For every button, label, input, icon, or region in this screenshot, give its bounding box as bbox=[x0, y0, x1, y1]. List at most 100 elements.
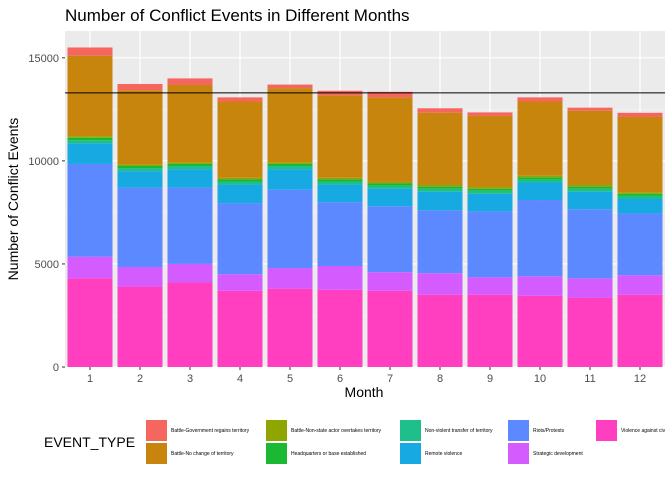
bar-segment bbox=[517, 295, 563, 367]
bar-segment bbox=[517, 179, 563, 183]
x-tick-label: 10 bbox=[534, 373, 546, 385]
y-tick-label: 0 bbox=[53, 362, 59, 374]
legend-swatch bbox=[508, 420, 529, 441]
legend-label: Battle-No change of territory bbox=[171, 451, 234, 457]
bar-segment bbox=[167, 282, 213, 367]
bar-segment bbox=[117, 168, 163, 172]
x-tick-label: 9 bbox=[487, 373, 493, 385]
bar-segment bbox=[467, 112, 513, 116]
x-tick-label: 3 bbox=[187, 373, 193, 385]
bar-segment bbox=[367, 272, 413, 291]
bar-segment bbox=[467, 187, 513, 189]
plot-panel bbox=[65, 31, 665, 367]
x-tick-label: 1 bbox=[87, 373, 93, 385]
x-tick-label: 5 bbox=[287, 373, 293, 385]
bar-segment bbox=[217, 101, 263, 178]
y-tick-label: 15000 bbox=[28, 53, 59, 65]
bar-segment bbox=[117, 164, 163, 167]
legend-swatch bbox=[400, 420, 421, 441]
legend-label: Remote violence bbox=[425, 451, 462, 457]
bar-segment bbox=[317, 202, 363, 266]
legend-label: Violence against civ bbox=[621, 428, 666, 434]
x-tick-label: 8 bbox=[437, 373, 443, 385]
bar-segment bbox=[117, 90, 163, 165]
bar-segment bbox=[317, 181, 363, 185]
bar-segment bbox=[567, 297, 613, 367]
bar-segment bbox=[617, 195, 663, 199]
legend-swatch bbox=[146, 443, 167, 464]
bar-segment bbox=[67, 47, 113, 56]
x-tick-label: 4 bbox=[237, 373, 243, 385]
bar-segment bbox=[267, 189, 313, 269]
bar-segment bbox=[217, 274, 263, 291]
bar-segment bbox=[117, 267, 163, 287]
bar-segment bbox=[367, 91, 413, 98]
bar-segment bbox=[567, 184, 613, 187]
bar-segment bbox=[617, 116, 663, 193]
bar-segment bbox=[317, 265, 363, 290]
legend-label: Riots/Protests bbox=[533, 428, 565, 434]
x-axis-title: Month bbox=[345, 384, 384, 400]
bar-segment bbox=[367, 181, 413, 184]
bar-segment bbox=[217, 181, 263, 185]
bar-segment bbox=[267, 169, 313, 190]
bar-segment bbox=[117, 187, 163, 268]
bar-segment bbox=[167, 166, 213, 170]
bar-segment bbox=[67, 55, 113, 137]
legend-label: Strategic development bbox=[533, 451, 583, 457]
legend-swatch bbox=[596, 420, 617, 441]
x-tick-label: 6 bbox=[337, 373, 343, 385]
bar-segment bbox=[567, 209, 613, 279]
bar-segment bbox=[117, 171, 163, 188]
bar-segment bbox=[417, 191, 463, 211]
bar-segment bbox=[567, 110, 613, 185]
bar-segment bbox=[417, 112, 463, 185]
bar-segment bbox=[617, 192, 663, 194]
bar-segment bbox=[567, 107, 613, 111]
bar-segment bbox=[267, 268, 313, 289]
legend-swatch bbox=[508, 443, 529, 464]
bar-segment bbox=[417, 188, 463, 192]
bar-segment bbox=[117, 166, 163, 169]
bar-segment bbox=[517, 276, 563, 296]
bar-segment bbox=[67, 137, 113, 141]
bar-segment bbox=[317, 289, 363, 367]
y-axis: 0 5000 10000 15000 bbox=[28, 53, 65, 374]
bar-segment bbox=[67, 278, 113, 367]
bar-segment bbox=[167, 85, 213, 163]
bar-segment bbox=[367, 290, 413, 367]
bar-segment bbox=[567, 188, 613, 192]
bar-segment bbox=[167, 263, 213, 283]
bar-segment bbox=[617, 199, 663, 214]
bar-segment bbox=[467, 115, 513, 188]
legend-swatch bbox=[400, 443, 421, 464]
bar-segment bbox=[317, 177, 363, 180]
bar-segment bbox=[417, 108, 463, 113]
bar-segment bbox=[417, 186, 463, 189]
legend-label: Non-violent transfer of territory bbox=[425, 428, 493, 434]
bar-segment bbox=[467, 190, 513, 194]
bar-segment bbox=[567, 278, 613, 298]
bar-segment bbox=[517, 101, 563, 176]
bar-segment bbox=[167, 78, 213, 86]
x-tick-label: 2 bbox=[137, 373, 143, 385]
bar-segment bbox=[517, 97, 563, 102]
bar-segment bbox=[467, 193, 513, 212]
legend-title: EVENT_TYPE bbox=[44, 434, 135, 450]
bar-segment bbox=[367, 188, 413, 207]
bar-segment bbox=[517, 175, 563, 178]
bar-segment bbox=[267, 162, 313, 164]
x-tick-label: 11 bbox=[584, 373, 595, 385]
bar-segment bbox=[467, 188, 513, 191]
bar-segment bbox=[617, 275, 663, 295]
bar-segment bbox=[417, 210, 463, 274]
bar-segment bbox=[67, 256, 113, 279]
bar-segment bbox=[517, 182, 563, 201]
bar-segment bbox=[267, 88, 313, 163]
bar-segment bbox=[367, 206, 413, 273]
bar-segment bbox=[67, 143, 113, 164]
bar-segment bbox=[67, 140, 113, 144]
bar-segment bbox=[217, 203, 263, 275]
bar-segment bbox=[617, 193, 663, 196]
